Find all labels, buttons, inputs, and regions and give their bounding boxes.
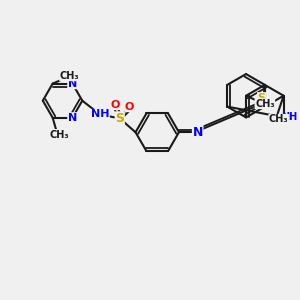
Text: NH: NH <box>91 110 109 119</box>
Text: N: N <box>68 79 77 88</box>
Text: N: N <box>193 126 203 139</box>
Text: O: O <box>125 102 134 112</box>
Text: N: N <box>68 113 77 123</box>
Text: O: O <box>110 100 119 110</box>
Text: CH₃: CH₃ <box>255 99 275 109</box>
Text: S: S <box>115 112 124 125</box>
Text: CH₃: CH₃ <box>269 114 289 124</box>
Text: CH₃: CH₃ <box>60 71 79 81</box>
Text: S: S <box>257 93 266 103</box>
Text: S: S <box>259 98 267 108</box>
Text: NH: NH <box>281 112 298 122</box>
Text: CH₃: CH₃ <box>50 130 69 140</box>
